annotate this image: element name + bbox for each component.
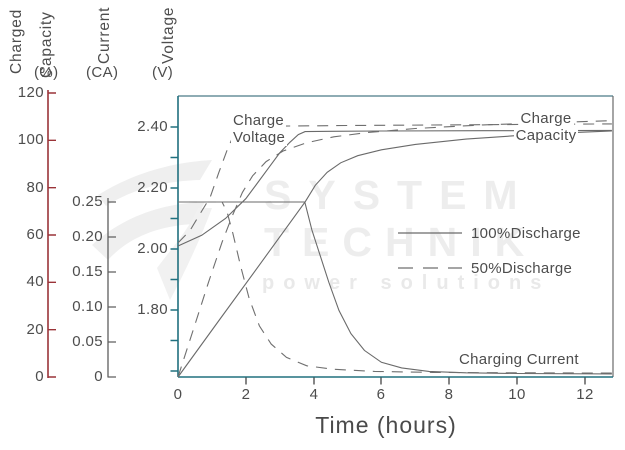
time-tick-label: 10	[508, 386, 526, 403]
voltage-tick-label: 2.40	[137, 118, 168, 135]
charging-current-label: Charging Current	[457, 351, 581, 368]
time-tick-label: 0	[173, 386, 183, 403]
capacity-tick-marks	[48, 92, 56, 378]
charge-capacity-label-line2: Capacity	[513, 127, 579, 144]
time-tick-label: 6	[376, 386, 386, 403]
capacity-tick-label: 120	[17, 84, 44, 101]
curve-charging-current-100	[178, 201, 612, 375]
capacity-tick-label: 20	[26, 321, 44, 338]
capacity-tick-label: 40	[26, 273, 44, 290]
current-tick-label: 0.05	[72, 333, 103, 350]
voltage-tick-label: 2.20	[137, 179, 168, 196]
current-tick-label: 0.15	[72, 263, 103, 280]
current-tick-label: 0.10	[72, 298, 103, 315]
charge-capacity-label: Charge Capacity	[506, 110, 586, 144]
capacity-tick-label: 100	[17, 131, 44, 148]
current-axis-unit: (CA)	[86, 64, 119, 81]
charge-capacity-label-line1: Charge	[518, 110, 574, 127]
capacity-tick-label: 60	[26, 226, 44, 243]
charge-voltage-label: Charge Voltage	[231, 112, 288, 146]
time-tick-label: 8	[444, 386, 454, 403]
voltage-tick-label: 1.80	[137, 301, 168, 318]
x-axis-title: Time (hours)	[315, 412, 457, 438]
charge-voltage-label-line1: Charge	[231, 112, 286, 129]
capacity-tick-label: 0	[35, 368, 44, 385]
charging-current-label-text: Charging Current	[457, 351, 581, 368]
time-tick-label: 4	[309, 386, 319, 403]
current-tick-label: 0	[94, 368, 103, 385]
current-tick-label: 0.25	[72, 193, 103, 210]
current-tick-marks	[108, 201, 116, 378]
curve-charge-capacity-100	[177, 130, 612, 378]
watermark-technik: TECHNIK	[264, 219, 538, 265]
current-tick-label: 0.20	[72, 228, 103, 245]
charge-voltage-label-line2: Voltage	[231, 129, 288, 146]
curve-charge-voltage-100	[177, 129, 612, 247]
time-tick-label: 2	[241, 386, 251, 403]
time-tick-label: 12	[576, 386, 594, 403]
capacity-tick-label: 80	[26, 179, 44, 196]
watermark-system: SYSTEM	[264, 172, 535, 218]
curve-charging-current-50	[178, 201, 612, 374]
time-tick-marks	[245, 377, 586, 385]
curve-charge-capacity-50	[177, 120, 612, 378]
watermark-power-solutions: power solutions	[262, 272, 551, 294]
capacity-axis-unit: (%)	[34, 64, 59, 81]
legend-label-50-discharge: 50%Discharge	[471, 260, 573, 277]
legend-label-100-discharge: 100%Discharge	[471, 225, 581, 242]
voltage-axis-unit: (V)	[152, 64, 174, 81]
voltage-tick-label: 2.00	[137, 240, 168, 257]
voltage-tick-marks	[170, 126, 178, 372]
